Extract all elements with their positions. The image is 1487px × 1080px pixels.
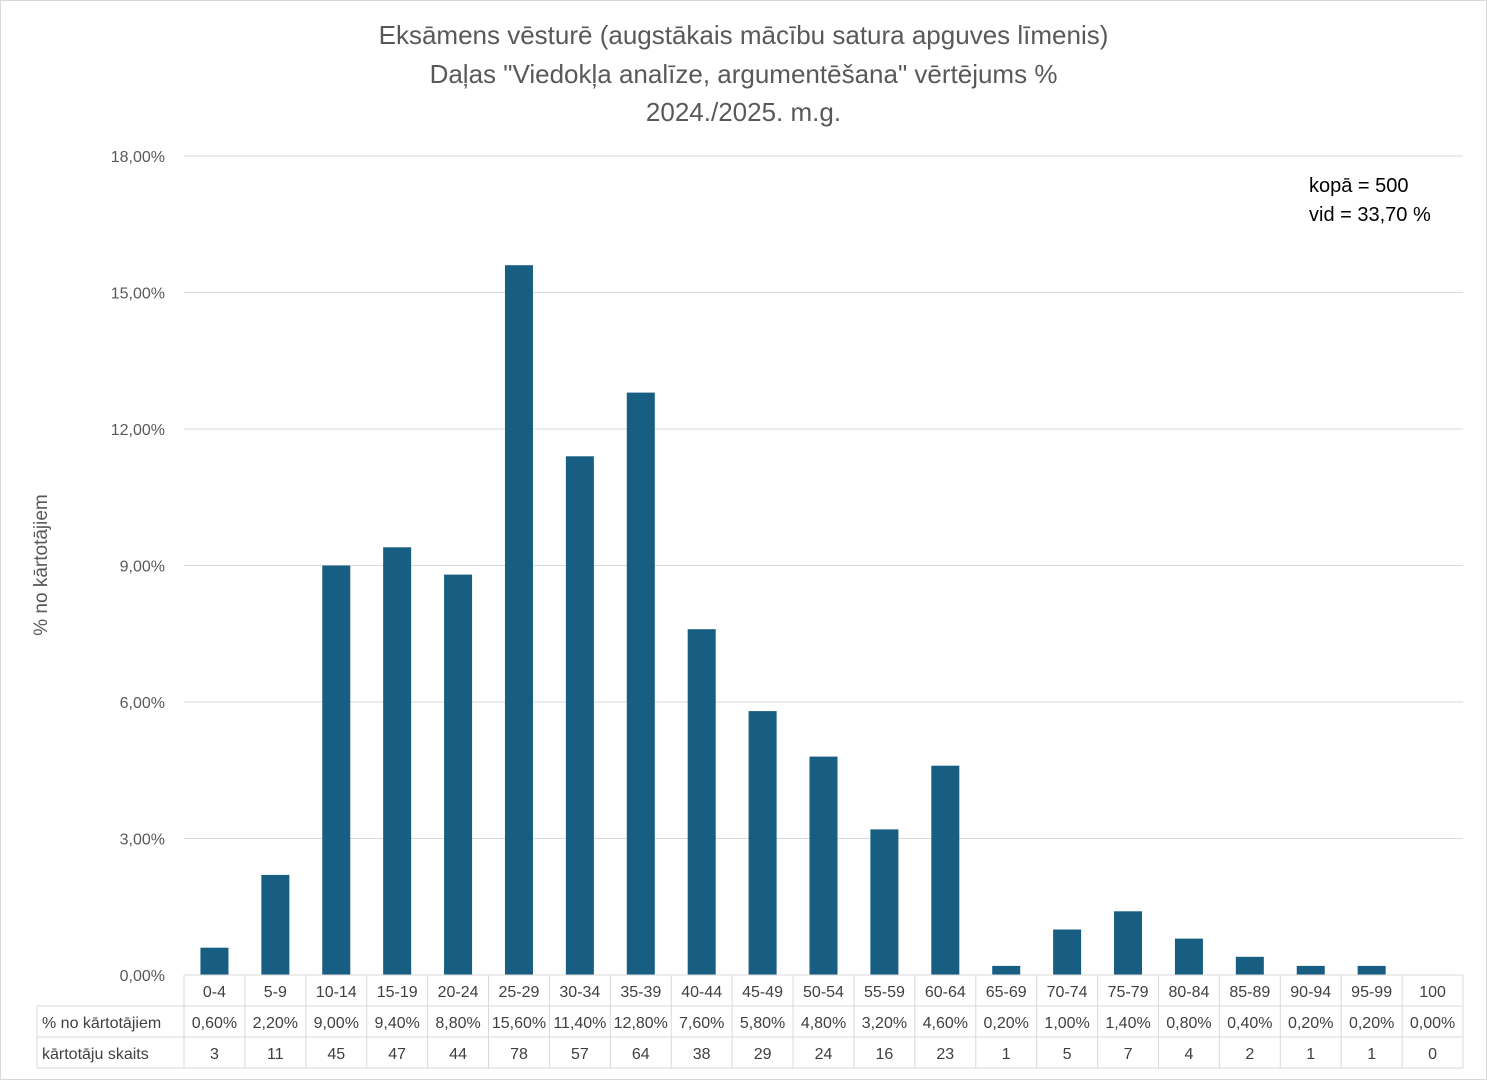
x-tick-label: 30-34 <box>559 984 600 1001</box>
bar <box>565 456 594 975</box>
bar <box>444 574 473 975</box>
x-tick-label: 55-59 <box>864 984 905 1001</box>
table-cell: 2,20% <box>253 1015 298 1032</box>
table-cell: 23 <box>936 1046 954 1063</box>
x-tick-label: 0-4 <box>203 984 226 1001</box>
bar <box>200 947 229 975</box>
table-cell: 3,20% <box>862 1015 907 1032</box>
x-tick-label: 25-29 <box>499 984 540 1001</box>
table-cell: 57 <box>571 1046 589 1063</box>
x-tick-label: 60-64 <box>925 984 966 1001</box>
table-cell: 9,40% <box>374 1015 419 1032</box>
bar <box>809 756 838 975</box>
annotation-mean: vid = 33,70 % <box>1309 204 1431 226</box>
x-tick-label: 100 <box>1419 984 1446 1001</box>
table-row-header: % no kārtotājiem <box>42 1015 161 1032</box>
y-tick-label: 3,00% <box>120 832 165 849</box>
bar <box>383 547 412 975</box>
table-cell: 0,20% <box>984 1015 1029 1032</box>
table-cell: 47 <box>388 1046 406 1063</box>
annotation-total: kopā = 500 <box>1309 175 1409 197</box>
table-cell: 0,60% <box>192 1015 237 1032</box>
bar <box>1174 938 1203 975</box>
table-cell: 7 <box>1124 1046 1133 1063</box>
table-cell: 5 <box>1063 1046 1072 1063</box>
x-tick-label: 20-24 <box>438 984 479 1001</box>
x-tick-label: 70-74 <box>1047 984 1088 1001</box>
bar <box>626 392 655 976</box>
table-cell: 0,20% <box>1349 1015 1394 1032</box>
x-tick-label: 10-14 <box>316 984 357 1001</box>
table-cell: 1,40% <box>1105 1015 1150 1032</box>
bar <box>322 565 351 975</box>
bar <box>870 829 899 975</box>
chart-title-line-3: 2024./2025. m.g. <box>645 97 842 127</box>
bar <box>992 965 1021 975</box>
table-cell: 15,60% <box>492 1015 546 1032</box>
table-row-header: kārtotāju skaits <box>42 1046 149 1063</box>
x-tick-label: 85-89 <box>1229 984 1270 1001</box>
table-cell: 2 <box>1245 1046 1254 1063</box>
table-cell: 0,80% <box>1166 1015 1211 1032</box>
table-cell: 1,00% <box>1044 1015 1089 1032</box>
summary-annotation: kopā = 500 vid = 33,70 % <box>1309 172 1431 230</box>
x-tick-label: 90-94 <box>1290 984 1331 1001</box>
table-cell: 11 <box>267 1046 284 1063</box>
x-tick-label: 95-99 <box>1351 984 1392 1001</box>
y-tick-label: 15,00% <box>111 286 165 303</box>
x-tick-label: 50-54 <box>803 984 844 1001</box>
table-cell: 3 <box>210 1046 219 1063</box>
table-cell: 24 <box>815 1046 833 1063</box>
table-cell: 12,80% <box>614 1015 668 1032</box>
bar <box>1235 956 1264 975</box>
table-cell: 0,20% <box>1288 1015 1333 1032</box>
table-cell: 45 <box>327 1046 345 1063</box>
table-cell: 4,60% <box>923 1015 968 1032</box>
table-cell: 16 <box>876 1046 894 1063</box>
bar <box>1114 911 1143 975</box>
x-tick-label: 15-19 <box>377 984 418 1001</box>
y-tick-label: 9,00% <box>120 559 165 576</box>
y-tick-label: 0,00% <box>120 968 165 985</box>
y-tick-label: 18,00% <box>111 149 165 166</box>
table-cell: 1 <box>1306 1046 1315 1063</box>
table-cell: 9,00% <box>314 1015 359 1032</box>
table-cell: 64 <box>632 1046 650 1063</box>
bar <box>261 874 290 975</box>
chart-title-line-1: Eksāmens vēsturē (augstākais mācību satu… <box>378 20 1109 50</box>
table-cell: 0 <box>1428 1046 1437 1063</box>
table-cell: 29 <box>754 1046 772 1063</box>
table-cell: 7,60% <box>679 1015 724 1032</box>
x-tick-label: 5-9 <box>264 984 287 1001</box>
bar <box>687 629 716 975</box>
table-cell: 4,80% <box>801 1015 846 1032</box>
bar <box>748 711 777 975</box>
table-cell: 1 <box>1002 1046 1011 1063</box>
table-cell: 4 <box>1184 1046 1193 1063</box>
x-tick-label: 35-39 <box>620 984 661 1001</box>
bar <box>504 265 533 975</box>
table-cell: 8,80% <box>435 1015 480 1032</box>
table-cell: 0,00% <box>1410 1015 1455 1032</box>
x-tick-label: 80-84 <box>1168 984 1209 1001</box>
table-cell: 0,40% <box>1227 1015 1272 1032</box>
table-cell: 5,80% <box>740 1015 785 1032</box>
x-tick-label: 40-44 <box>681 984 722 1001</box>
table-cell: 78 <box>510 1046 528 1063</box>
bar <box>1296 965 1325 975</box>
chart-title-line-2: Daļas "Viedokļa analīze, argumentēšana" … <box>429 59 1058 89</box>
x-tick-label: 75-79 <box>1108 984 1149 1001</box>
bar <box>931 765 960 975</box>
bar <box>1053 929 1082 975</box>
x-tick-label: 45-49 <box>742 984 783 1001</box>
y-tick-label: 6,00% <box>120 695 165 712</box>
table-cell: 11,40% <box>553 1015 606 1032</box>
table-cell: 44 <box>449 1046 467 1063</box>
table-cell: 38 <box>693 1046 711 1063</box>
x-tick-label: 65-69 <box>986 984 1027 1001</box>
y-tick-label: 12,00% <box>111 422 165 439</box>
table-cell: 1 <box>1367 1046 1376 1063</box>
bar <box>1357 965 1386 975</box>
